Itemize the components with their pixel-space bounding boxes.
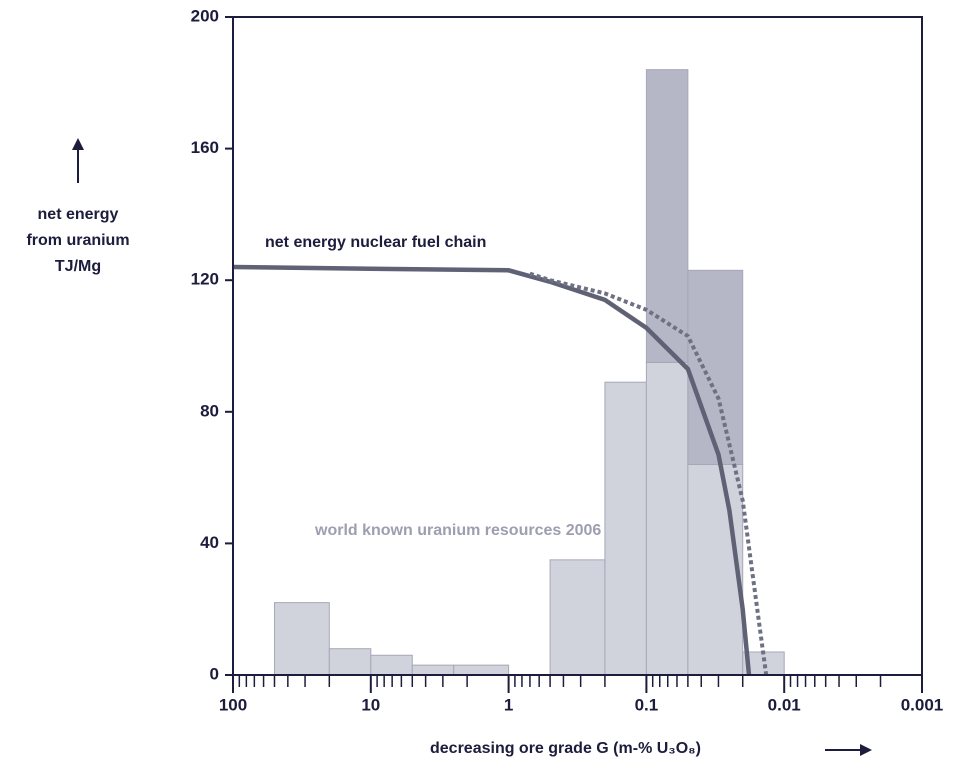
y-arrow [72, 138, 84, 183]
y-tick-label: 200 [191, 6, 219, 25]
bar [453, 664, 510, 676]
bars [273, 69, 785, 676]
y-label: TJ/Mg [55, 258, 101, 275]
x-arrow [825, 744, 872, 756]
bar [687, 463, 744, 676]
y-tick-label: 0 [210, 664, 219, 683]
x-tick-label: 0.1 [635, 695, 659, 714]
bar [645, 69, 689, 363]
bar [549, 559, 606, 676]
x-tick-label: 0.01 [768, 695, 801, 714]
y-tick-label: 120 [191, 270, 219, 289]
bar [645, 361, 689, 676]
bar [273, 602, 330, 676]
x-label: decreasing ore grade G (m-% U₃O₈) [430, 740, 701, 757]
y-label: from uranium [26, 232, 129, 249]
y-tick-label: 160 [191, 138, 219, 157]
x-tick-label: 100 [219, 695, 247, 714]
x-tick-label: 0.001 [901, 695, 944, 714]
y-tick-label: 40 [200, 533, 219, 552]
x-tick-label: 1 [504, 695, 513, 714]
y-tick-label: 80 [200, 401, 219, 420]
plot-frame [232, 16, 923, 676]
bar [687, 269, 744, 465]
curve [232, 264, 752, 676]
bar-annotation: world known uranium resources 2006 [314, 522, 601, 539]
bar [604, 381, 647, 676]
y-label: net energy [38, 206, 119, 223]
bar [328, 648, 372, 676]
x-tick-label: 10 [361, 695, 380, 714]
curve [529, 271, 769, 676]
bar [370, 654, 413, 676]
line-annotation: net energy nuclear fuel chain [265, 234, 486, 251]
bar [411, 664, 455, 676]
